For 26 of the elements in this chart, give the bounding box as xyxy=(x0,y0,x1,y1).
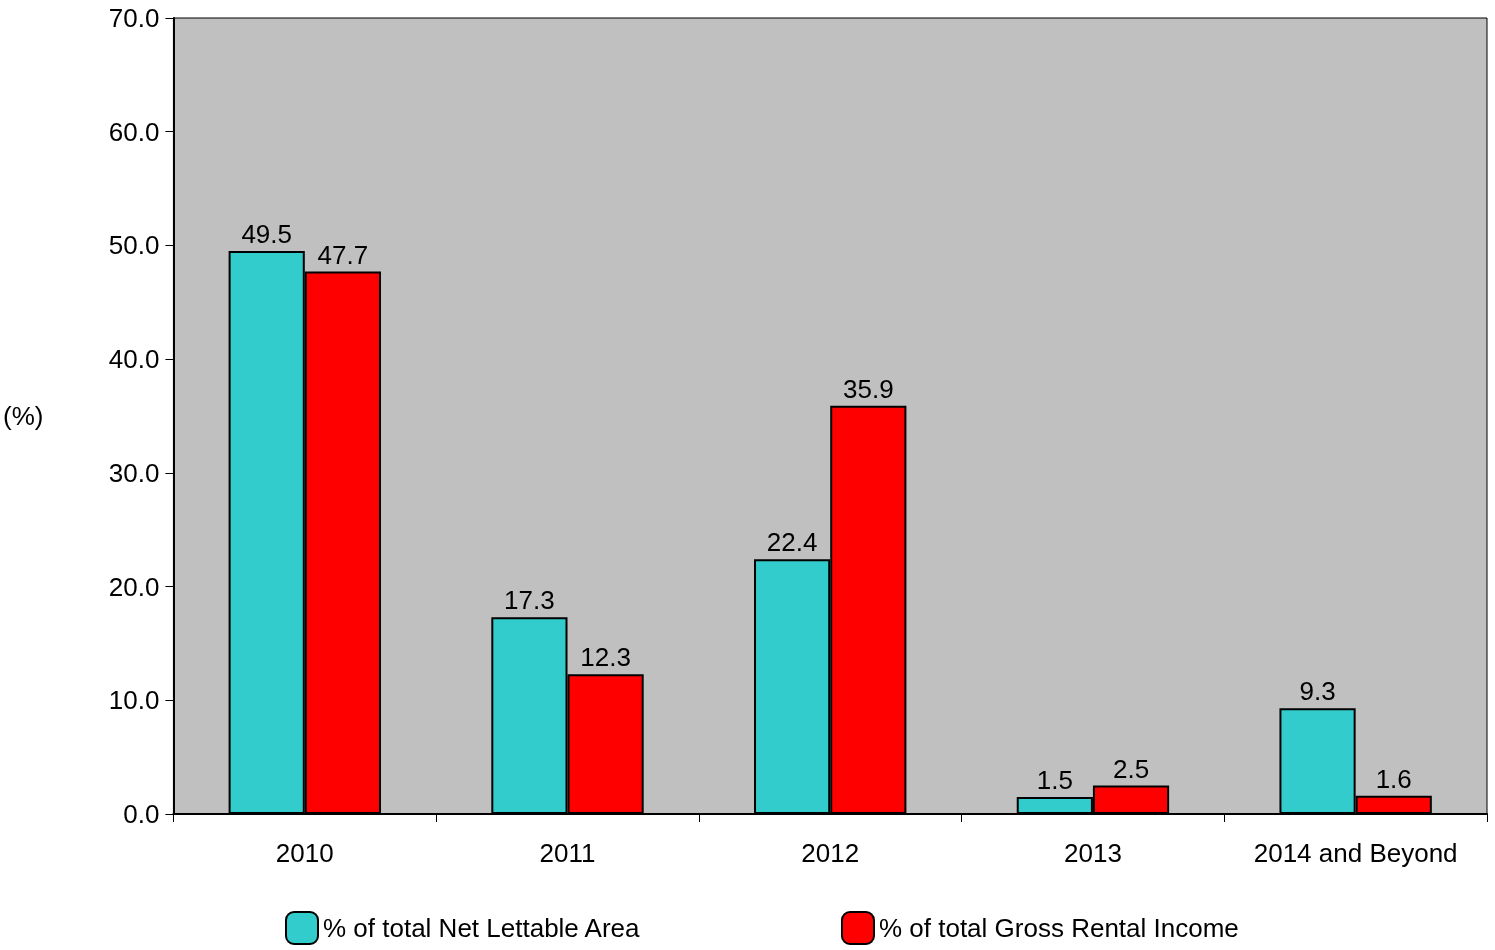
x-tick-label: 2013 xyxy=(1064,838,1122,868)
x-tick-label: 2012 xyxy=(801,838,860,868)
y-tick-label: 0.0 xyxy=(123,799,160,829)
x-tick-label: 2010 xyxy=(275,838,334,868)
y-tick-label: 60.0 xyxy=(108,116,160,147)
data-label: 17.3 xyxy=(504,585,555,616)
y-tick-label: 30.0 xyxy=(108,457,160,488)
data-label: 47.7 xyxy=(317,239,369,270)
x-tick-label: 2014 and Beyond xyxy=(1253,838,1458,868)
y-tick-label: 70.0 xyxy=(108,3,160,33)
data-label: 22.4 xyxy=(766,527,818,558)
y-tick-label: 20.0 xyxy=(108,571,160,602)
data-label: 9.3 xyxy=(1299,676,1336,707)
x-tick-label: 2011 xyxy=(539,838,596,868)
data-label: 49.5 xyxy=(241,219,292,250)
legend-label: % of total Gross Rental Income xyxy=(878,913,1239,943)
legend-label: % of total Net Lettable Area xyxy=(323,913,641,943)
y-axis-title: (%) xyxy=(3,401,44,431)
y-tick-label: 50.0 xyxy=(108,230,160,261)
y-tick-label: 40.0 xyxy=(108,344,160,375)
data-label: 2.5 xyxy=(1112,753,1150,784)
data-label: 1.5 xyxy=(1036,764,1073,795)
data-label: 12.3 xyxy=(580,642,631,673)
data-label: 35.9 xyxy=(843,373,894,404)
data-label: 1.6 xyxy=(1375,763,1412,794)
y-tick-label: 10.0 xyxy=(108,685,160,716)
